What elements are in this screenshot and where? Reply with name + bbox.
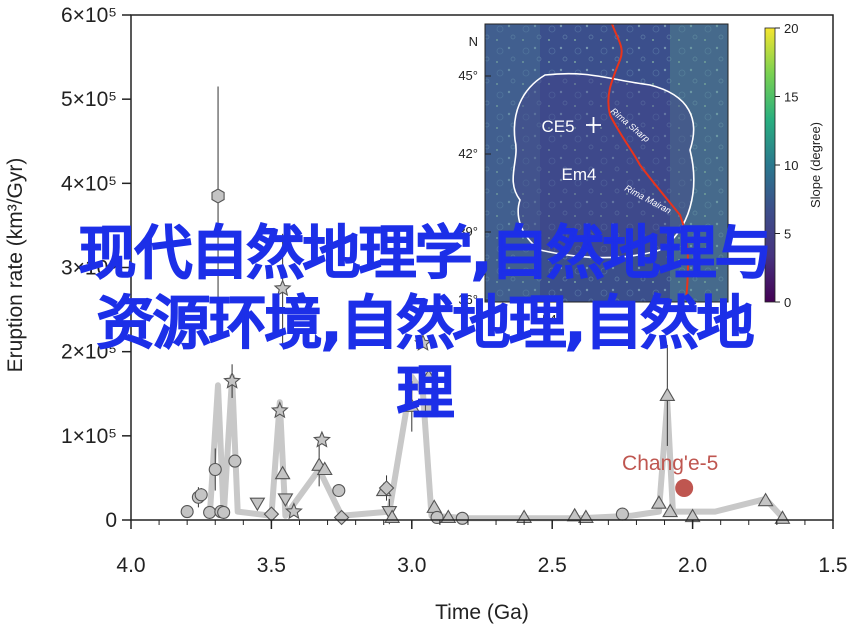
colorbar-ticks: 20 15 10 5 0 <box>775 21 798 310</box>
data-point-circle <box>455 511 469 525</box>
rima-line <box>607 23 689 301</box>
y-tick-label: 0 <box>105 509 117 532</box>
highlight-label: Chang'e-5 <box>622 452 718 475</box>
data-point-star <box>312 430 331 448</box>
colorbar-tick-label: 0 <box>784 295 791 310</box>
x-tick-label: 4.0 <box>116 554 145 577</box>
data-point-circle <box>615 507 629 521</box>
overlay-line-1: 现代自然地理学,自然地理与 <box>78 219 773 288</box>
rough-terrain-area <box>670 24 728 302</box>
data-point-circle <box>203 505 217 519</box>
data-point-triangle-down <box>277 493 294 508</box>
y-axis: 0 1×10⁵ 2×10⁵ 3×10⁵ 4×10⁵ 5×10⁵ 6×10⁵ <box>61 4 131 532</box>
data-point-star <box>223 371 242 389</box>
y-tick-label: 1×10⁵ <box>61 425 117 448</box>
y-tick-label: 4×10⁵ <box>61 172 117 195</box>
data-point-square <box>424 404 439 418</box>
colorbar-tick-label: 5 <box>784 227 791 242</box>
y-tick-label: 5×10⁵ <box>61 88 117 111</box>
data-point-triangle <box>316 461 333 476</box>
map-label-em4: Em4 <box>562 165 597 184</box>
y-tick-label: 3×10⁵ <box>61 257 117 280</box>
data-point-star <box>273 279 292 297</box>
map-frame <box>484 23 729 303</box>
map-label-ce5: CE5 <box>541 117 574 136</box>
map-lat-tick-label: 45° <box>458 68 478 83</box>
map-lat-tick-label: 39° <box>458 224 478 239</box>
data-point-circle <box>332 483 346 498</box>
x-tick-label: 2.0 <box>678 554 707 577</box>
data-point-triangle <box>403 398 420 412</box>
plot-area: Chang'e-5 <box>180 86 791 526</box>
data-point-triangle <box>566 507 583 522</box>
data-point-circle <box>180 505 194 519</box>
data-point-diamond <box>333 509 350 526</box>
colorbar-tick-label: 10 <box>784 158 798 173</box>
highlands-area <box>485 24 540 302</box>
data-point-star <box>270 401 289 419</box>
highlight-point <box>675 479 694 498</box>
x-tick-label: 2.5 <box>538 554 567 577</box>
x-tick-label: 3.0 <box>397 554 426 577</box>
x-axis: 4.0 3.5 3.0 2.5 2.0 1.5 <box>116 520 848 577</box>
inset-map: N45°42°39°36° 54° CE5 Em4 Rima Sharp Rim… <box>440 18 826 330</box>
data-point-circle <box>228 454 242 468</box>
x-tick-label: 1.5 <box>818 554 847 577</box>
data-point-triangle <box>662 503 679 518</box>
x-tick-label: 3.5 <box>257 554 286 577</box>
colorbar-tick-label: 20 <box>784 21 798 36</box>
overlay-line-2: 资源环境,自然地理,自然地 <box>96 289 755 358</box>
data-point-triangle <box>274 465 291 480</box>
data-point-triangle <box>420 368 437 383</box>
ce5-plus-icon <box>586 117 601 133</box>
x-axis-label: Time (Ga) <box>435 601 529 624</box>
watermark-overlay-text: 现代自然地理学,自然地理与 资源环境,自然地理,自然地 理 <box>0 218 849 428</box>
y-tick-label: 2×10⁵ <box>61 341 117 364</box>
data-point-star <box>414 333 432 351</box>
data-point-diamond <box>378 480 395 496</box>
map-lat-ticks: N 45° 42° 39° 36° <box>458 34 491 307</box>
data-point-triangle <box>757 492 774 507</box>
y-tick-label: 6×10⁵ <box>61 4 117 27</box>
em4-boundary <box>512 72 695 259</box>
data-point-diamond <box>263 506 280 522</box>
highlight-layer: Chang'e-5 <box>622 452 718 498</box>
overlay-line-3: 理 <box>396 359 455 428</box>
data-point-triangle <box>659 387 676 401</box>
map-lon-tick: 54° <box>542 312 562 327</box>
map-lat-tick-label: N <box>469 34 478 49</box>
data-point-triangle-down <box>249 497 266 512</box>
data-point-triangle <box>650 495 667 509</box>
data-point-circle <box>208 462 222 477</box>
colorbar-tick-label: 15 <box>784 90 798 105</box>
colorbar-label: Slope (degree) <box>808 122 823 208</box>
data-point-circle <box>217 505 231 519</box>
map-lat-tick-label: 42° <box>458 146 478 161</box>
map-lat-tick-label: 36° <box>458 292 478 307</box>
y-axis-label: Eruption rate (km³/Gyr) <box>4 158 27 373</box>
data-point-circle <box>194 488 208 502</box>
data-point-star <box>284 502 303 520</box>
data-point-hexagon <box>211 188 225 204</box>
